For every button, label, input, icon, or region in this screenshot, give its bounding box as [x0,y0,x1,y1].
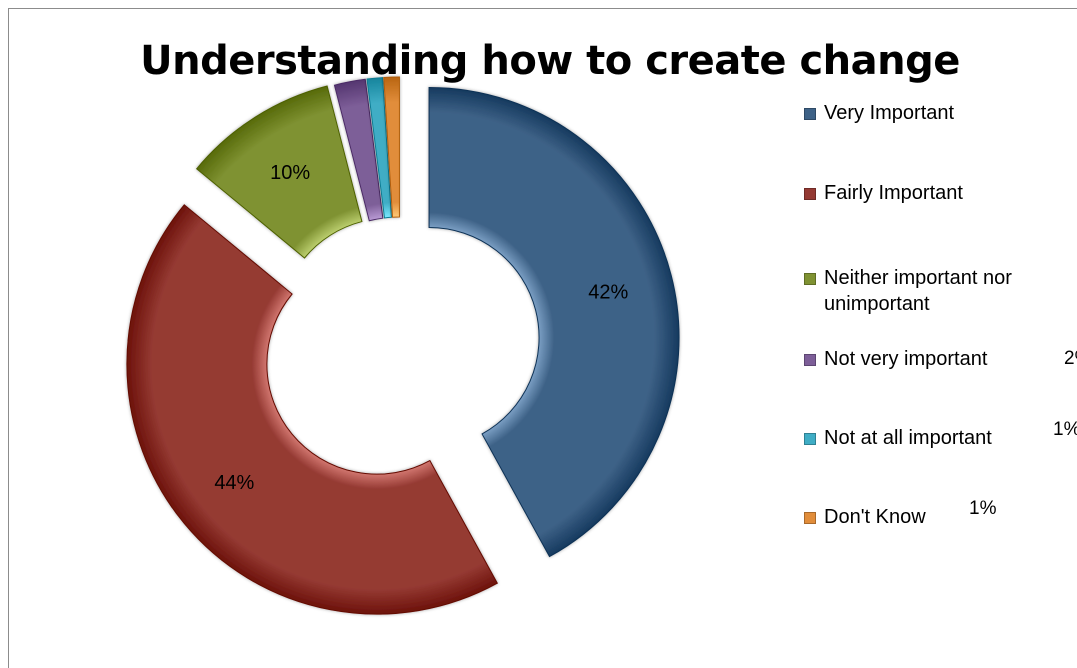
legend-label: Don't Know [824,506,926,528]
slice-fairly-important [126,204,499,615]
legend-item-2: Neither important nor unimportant [804,265,1077,325]
legend-label: Neither important nor unimportant [824,267,1012,315]
legend-swatch [804,108,816,120]
legend-label: Fairly Important [824,182,963,204]
legend-item-1: Fairly Important [804,180,1077,240]
slice-don-t-know [383,76,400,218]
legend-swatch [804,354,816,366]
legend-value: 1% [969,498,997,519]
legend-swatch [804,433,816,445]
chart-title: Understanding how to create change [140,38,960,84]
legend-item-5: Don't Know 1% [804,498,1077,564]
donut-chart: 42% 44% 10% [126,76,680,615]
legend-swatch [804,273,816,285]
legend-label: Very Important [824,102,955,124]
legend-item-4: Not at all important 1% [804,419,1077,485]
data-label-0: 42% [588,282,628,304]
data-label-2: 10% [270,162,310,184]
data-label-1: 44% [214,472,254,494]
chart-area [8,8,1077,668]
slice-not-at-all-important [366,77,392,219]
legend-value: 1% [1053,419,1077,440]
legend-swatch [804,512,816,524]
slice-not-very-important [333,78,384,222]
legend-value: 2% [1064,348,1077,369]
legend-swatch [804,188,816,200]
legend-item-0: Very Important [804,100,1077,160]
legend-label: Not at all important [824,427,992,449]
slice-neither-important-nor-unimportant [195,85,363,259]
slice-very-important [428,87,680,558]
legend-label: Not very important [824,348,988,370]
legend-item-3: Not very important 2% [804,346,1077,406]
